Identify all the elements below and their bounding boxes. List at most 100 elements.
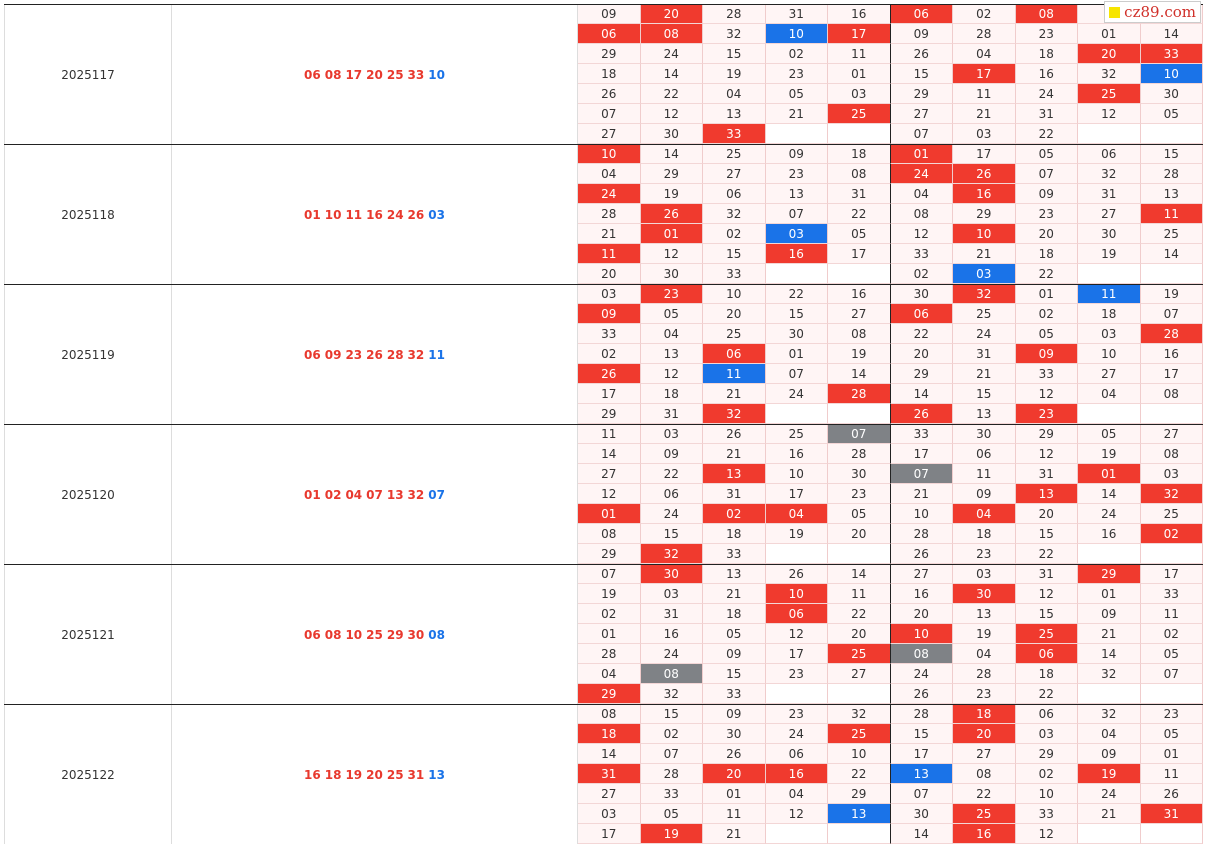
matrix-cell: 26 [703,425,766,444]
matrix-cell-red-hit: 10 [765,584,828,604]
matrix-row: 29 31 32 26 13 23 [578,404,1203,424]
matrix-cell-red-hit: 06 [890,304,953,324]
matrix-cell-red-hit: 23 [1015,404,1078,424]
matrix-cell-red-hit: 04 [953,504,1016,524]
matrix-cell-blue-hit: 13 [828,804,891,824]
matrix-cell: 14 [890,824,953,844]
matrix-cell: 28 [828,444,891,464]
matrix-cell-red-hit: 13 [1015,484,1078,504]
matrix-cell-red-hit: 32 [1140,484,1203,504]
matrix-cell: 20 [1015,224,1078,244]
matrix-cell: 08 [1140,444,1203,464]
matrix-cell: 03 [578,285,641,304]
matrix-cell: 11 [828,584,891,604]
matrix-cell: 02 [1015,304,1078,324]
matrix-cell: 30 [640,264,703,284]
winning-numbers: 16 18 19 20 25 31 13 [172,705,578,844]
matrix-cell: 22 [1015,544,1078,564]
matrix-cell: 02 [1015,764,1078,784]
matrix-cell: 20 [828,624,891,644]
matrix-cell: 27 [578,124,641,144]
draw-period-row: 2025121 06 08 10 25 29 30 08 07 30 13 26 14 27 03 31 29 1… [4,564,1203,704]
matrix-cell: 15 [1015,604,1078,624]
matrix-cell-red-hit: 26 [953,164,1016,184]
matrix-cell: 12 [578,484,641,504]
matrix-row: 27 33 01 04 29 07 22 10 24 26 [578,784,1203,804]
red-ball-number: 25 [386,67,404,82]
logo-square-icon [1109,6,1121,18]
matrix-cell: 16 [1078,524,1141,544]
matrix-cell-empty [1078,824,1141,844]
matrix-cell-empty [1078,124,1141,144]
draw-period-row: 2025120 01 02 04 07 13 32 07 11 03 26 25 07 33 30 29 05 2… [4,424,1203,564]
matrix-cell: 26 [703,744,766,764]
matrix-cell: 15 [890,64,953,84]
matrix-cell: 09 [703,644,766,664]
matrix-cell: 03 [953,565,1016,584]
draw-period-row: 2025122 16 18 19 20 25 31 13 08 15 09 23 32 28 18 06 32 2… [4,704,1203,844]
matrix-cell: 02 [703,224,766,244]
matrix-cell: 32 [1078,664,1141,684]
matrix-cell: 31 [640,404,703,424]
matrix-cell-red-hit: 01 [578,504,641,524]
matrix-cell: 28 [890,705,953,724]
matrix-cell: 25 [1140,224,1203,244]
matrix-cell: 07 [890,124,953,144]
matrix-cell-red-hit: 01 [640,224,703,244]
matrix-cell-empty [1140,684,1203,704]
matrix-cell-red-hit: 11 [578,244,641,264]
matrix-cell: 08 [953,764,1016,784]
matrix-cell-red-hit: 28 [1140,324,1203,344]
matrix-cell: 23 [765,164,828,184]
matrix-cell: 17 [578,384,641,404]
matrix-cell: 09 [1078,744,1141,764]
matrix-cell: 21 [953,364,1016,384]
draw-period-row: 2025118 01 10 11 16 24 26 03 10 14 25 09 18 01 17 05 06 1… [4,144,1203,284]
matrix-cell: 24 [640,44,703,64]
matrix-cell-empty [828,544,891,564]
matrix-row: 11 03 26 25 07 33 30 29 05 27 [578,425,1203,444]
matrix-cell: 33 [703,544,766,564]
matrix-cell: 23 [828,484,891,504]
red-ball-number: 10 [324,207,342,222]
matrix-cell: 33 [1015,364,1078,384]
matrix-cell: 04 [890,184,953,204]
matrix-cell: 31 [765,5,828,24]
matrix-cell-red-hit: 33 [703,124,766,144]
matrix-cell: 01 [1140,744,1203,764]
matrix-cell: 12 [1015,444,1078,464]
matrix-cell: 08 [578,705,641,724]
matrix-cell-red-hit: 09 [1015,344,1078,364]
matrix-cell: 15 [640,524,703,544]
matrix-cell: 22 [1015,124,1078,144]
matrix-cell: 24 [1078,784,1141,804]
matrix-cell: 17 [765,484,828,504]
matrix-cell-blue-hit: 11 [703,364,766,384]
red-ball-number: 33 [407,67,425,82]
matrix-cell-red-hit: 19 [1078,764,1141,784]
matrix-cell-red-hit: 06 [890,5,953,24]
matrix-cell: 27 [828,664,891,684]
matrix-cell-red-hit: 17 [953,64,1016,84]
matrix-cell: 27 [828,304,891,324]
site-logo[interactable]: cz89.com [1104,1,1201,23]
matrix-cell: 05 [640,804,703,824]
red-ball-number: 06 [304,347,321,362]
matrix-cell: 21 [703,584,766,604]
matrix-cell: 21 [1078,804,1141,824]
matrix-cell: 25 [703,324,766,344]
matrix-cell: 05 [1140,644,1203,664]
matrix-cell-red-hit: 04 [765,504,828,524]
matrix-cell: 09 [703,705,766,724]
matrix-cell-blue-hit: 10 [1140,64,1203,84]
matrix-cell: 15 [703,44,766,64]
matrix-row: 04 08 15 23 27 24 28 18 32 07 [578,664,1203,684]
issue-number: 2025121 [4,565,172,704]
matrix-cell: 06 [703,184,766,204]
matrix-cell: 21 [953,244,1016,264]
matrix-cell: 09 [953,484,1016,504]
matrix-cell: 15 [953,384,1016,404]
matrix-cell: 33 [890,425,953,444]
red-ball-number: 04 [345,487,363,502]
matrix-cell: 17 [578,824,641,844]
